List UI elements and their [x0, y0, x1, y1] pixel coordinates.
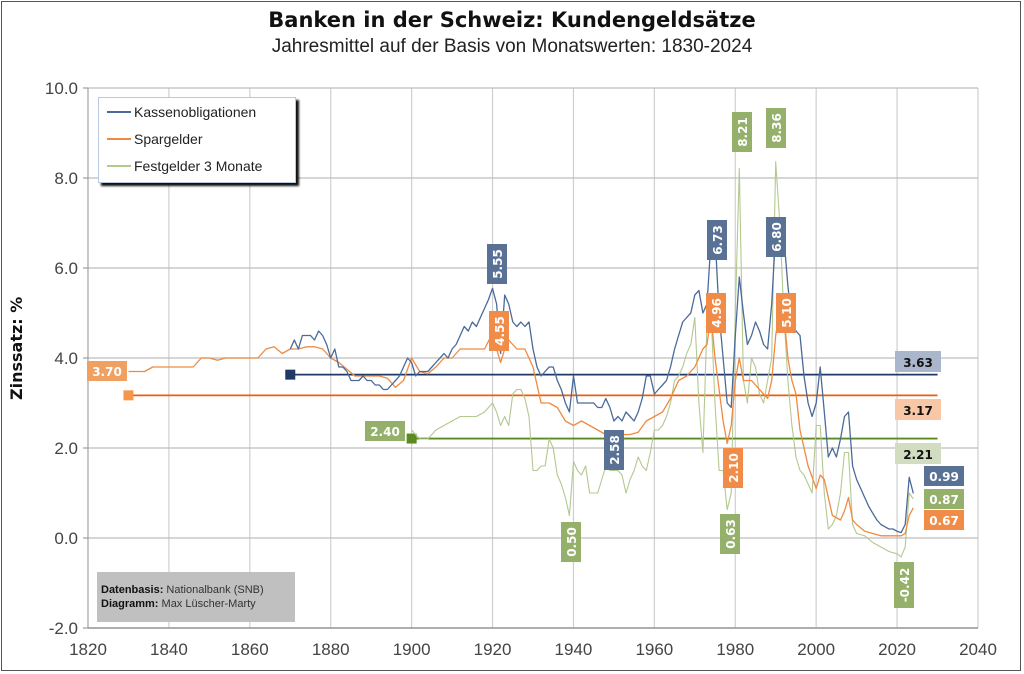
series-line-spar	[128, 307, 914, 537]
data-label-box	[489, 311, 509, 351]
data-label: 6.80	[770, 222, 784, 252]
x-tick-label: 2000	[797, 640, 835, 659]
x-tick-label: 1860	[231, 640, 269, 659]
legend-item-spargelder: Spargelder	[107, 129, 203, 149]
x-tick-label: 2040	[959, 640, 997, 659]
data-label: 0.67	[929, 514, 959, 528]
x-tick-label: 1900	[393, 640, 431, 659]
x-tick-label: 1840	[150, 640, 188, 659]
data-label-box	[924, 466, 964, 486]
average-label: 3.63	[903, 356, 933, 370]
data-label: 8.36	[770, 113, 784, 143]
legend-item-kassenobligationen: Kassenobligationen	[107, 102, 256, 122]
axes: 1820 1840 1860 1880 1900 1920 1940 1960 1980 2000…	[45, 79, 997, 659]
average-start-marker	[406, 433, 417, 444]
data-label: 0.50	[565, 527, 579, 557]
chart-title: Banken in der Schweiz: Kundengeldsätze	[268, 8, 756, 32]
source-data-label: Datenbasis:	[101, 584, 164, 596]
average-label: 3.17	[903, 404, 933, 418]
data-label: 0.87	[929, 493, 959, 507]
average-start-marker	[285, 369, 296, 380]
source-box: Datenbasis: Nationalbank (SNB) Diagramm:…	[97, 572, 295, 622]
x-tick-label: 1960	[635, 640, 673, 659]
average-label: 2.21	[903, 448, 933, 462]
average-start-marker	[123, 390, 134, 401]
y-tick-label: 0.0	[54, 529, 78, 548]
average-label-box	[895, 351, 941, 372]
data-label: 0.63	[724, 519, 738, 549]
x-tick-label: 1940	[555, 640, 593, 659]
data-label-box	[924, 510, 964, 530]
series-line-kasse	[289, 231, 914, 534]
data-label-box	[604, 430, 624, 470]
data-label-box	[87, 361, 127, 381]
data-label-box	[894, 562, 914, 608]
legend-label: Kassenobligationen	[134, 104, 257, 120]
data-label: 5.55	[491, 249, 505, 279]
data-label-box	[487, 244, 507, 284]
data-label: -0.42	[898, 568, 912, 603]
average-label-box	[895, 443, 941, 464]
y-tick-label: 10.0	[45, 79, 78, 98]
y-tick-label: 2.0	[54, 439, 78, 458]
data-labels: 3.63 3.17 2.21 3.70 2.40 5.55 4.55 2.58 0.50 6.73…	[87, 108, 964, 608]
legend-label: Festgelder 3 Monate	[134, 158, 263, 174]
series-line-fest	[411, 161, 914, 558]
legend-swatch	[107, 138, 131, 140]
data-label-box	[766, 108, 786, 148]
data-label-box	[706, 293, 726, 333]
data-label: 8.21	[736, 117, 750, 147]
data-label-box	[766, 217, 786, 257]
y-axis-label: Zinssatz: %	[7, 297, 26, 400]
y-tick-label: 4.0	[54, 349, 78, 368]
x-tick-label: 1880	[312, 640, 350, 659]
y-tick-label: 8.0	[54, 169, 78, 188]
data-label: 2.58	[608, 435, 622, 465]
data-label-box	[723, 448, 743, 488]
average-label-box	[895, 399, 941, 420]
x-tick-label: 1980	[716, 640, 754, 659]
data-label: 4.55	[493, 316, 507, 346]
data-label: 5.10	[780, 298, 794, 328]
y-tick-label: -2.0	[49, 619, 78, 638]
legend-swatch	[107, 111, 131, 113]
legend: Kassenobligationen Spargelder Festgelder…	[98, 97, 296, 183]
source-chart-label: Diagramm:	[101, 598, 159, 610]
chart-subtitle: Jahresmittel auf der Basis von Monatswer…	[271, 36, 753, 57]
data-label-box	[732, 112, 752, 152]
data-label: 6.73	[711, 225, 725, 255]
data-label-box	[707, 220, 727, 260]
data-label: 2.40	[370, 425, 400, 439]
x-tick-label: 2020	[878, 640, 916, 659]
data-label: 4.96	[710, 298, 724, 328]
x-tick-label: 1820	[69, 640, 107, 659]
data-label-box	[365, 421, 405, 441]
legend-item-festgelder: Festgelder 3 Monate	[107, 156, 262, 176]
series-lines	[128, 161, 914, 558]
data-label: 3.70	[92, 365, 122, 379]
source-data-value: Nationalbank (SNB)	[166, 584, 264, 596]
data-label-box	[924, 489, 964, 509]
grid	[87, 87, 979, 629]
data-label-box	[561, 522, 581, 562]
source-chart-value: Max Lüscher-Marty	[161, 598, 256, 610]
data-label: 0.99	[929, 470, 959, 484]
data-label-box	[776, 293, 796, 333]
data-label: 2.10	[727, 453, 741, 483]
y-tick-label: 6.0	[54, 259, 78, 278]
legend-label: Spargelder	[134, 131, 203, 147]
legend-swatch	[107, 165, 131, 167]
x-tick-label: 1920	[474, 640, 512, 659]
data-label-box	[720, 514, 740, 554]
